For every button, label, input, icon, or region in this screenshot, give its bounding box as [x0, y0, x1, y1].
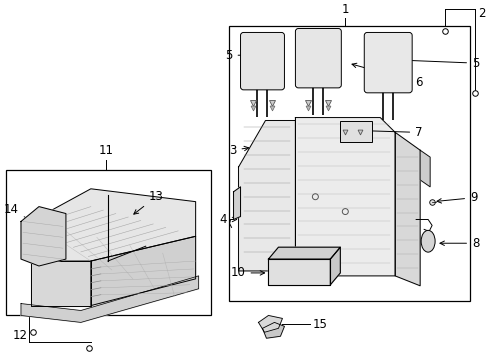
- Text: 5: 5: [224, 49, 251, 62]
- Polygon shape: [419, 150, 429, 187]
- Polygon shape: [262, 323, 284, 338]
- Text: 15: 15: [312, 318, 326, 331]
- Polygon shape: [31, 261, 91, 306]
- Bar: [340, 121, 371, 142]
- Text: 3: 3: [229, 144, 248, 157]
- Text: 7: 7: [358, 126, 422, 139]
- FancyBboxPatch shape: [364, 32, 411, 93]
- Text: 5: 5: [405, 57, 478, 69]
- Text: 1: 1: [341, 3, 348, 15]
- Text: 8: 8: [439, 237, 478, 250]
- Polygon shape: [238, 121, 295, 271]
- Text: 10: 10: [230, 266, 264, 279]
- Ellipse shape: [420, 230, 434, 252]
- Text: 9: 9: [436, 191, 477, 204]
- Text: 6: 6: [351, 63, 422, 89]
- Text: 11: 11: [98, 144, 113, 157]
- Polygon shape: [330, 247, 340, 285]
- Polygon shape: [258, 315, 282, 332]
- Bar: [6, 170, 210, 315]
- Text: 4: 4: [219, 213, 236, 226]
- Bar: [228, 26, 469, 301]
- Polygon shape: [268, 259, 330, 285]
- Text: 13: 13: [134, 190, 163, 214]
- Polygon shape: [233, 187, 240, 220]
- Polygon shape: [91, 236, 195, 306]
- Text: 14: 14: [4, 203, 33, 221]
- Polygon shape: [268, 247, 340, 259]
- Text: 12: 12: [13, 329, 28, 342]
- FancyBboxPatch shape: [295, 28, 341, 88]
- Polygon shape: [295, 118, 394, 276]
- Polygon shape: [21, 207, 66, 266]
- Polygon shape: [31, 189, 195, 261]
- Polygon shape: [394, 132, 419, 286]
- Text: 2: 2: [477, 7, 485, 20]
- FancyBboxPatch shape: [240, 32, 284, 90]
- Polygon shape: [21, 276, 198, 323]
